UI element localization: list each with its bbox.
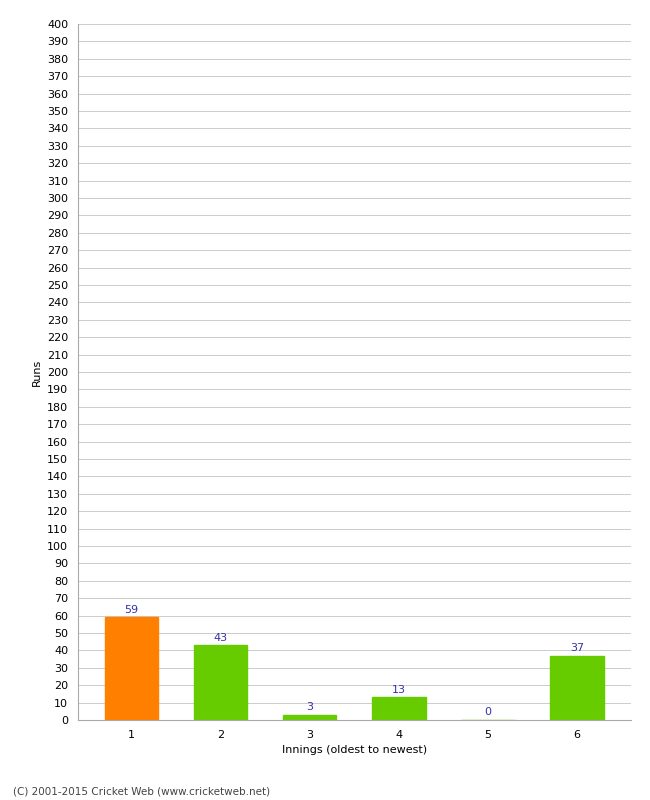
Text: 0: 0 xyxy=(484,707,491,718)
Bar xyxy=(194,645,247,720)
Text: 37: 37 xyxy=(570,643,584,653)
Text: 13: 13 xyxy=(392,685,406,694)
Bar xyxy=(372,698,426,720)
Bar xyxy=(283,714,337,720)
Text: (C) 2001-2015 Cricket Web (www.cricketweb.net): (C) 2001-2015 Cricket Web (www.cricketwe… xyxy=(13,786,270,796)
Bar xyxy=(105,618,158,720)
Text: 3: 3 xyxy=(306,702,313,712)
Text: 59: 59 xyxy=(124,605,138,614)
Text: 43: 43 xyxy=(213,633,228,642)
X-axis label: Innings (oldest to newest): Innings (oldest to newest) xyxy=(281,746,427,755)
Y-axis label: Runs: Runs xyxy=(31,358,42,386)
Bar xyxy=(551,656,604,720)
